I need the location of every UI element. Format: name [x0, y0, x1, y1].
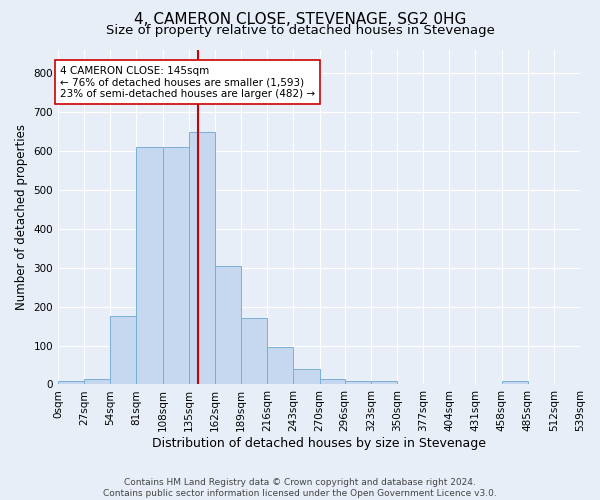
Bar [344, 380, 371, 384]
Bar [371, 382, 397, 384]
Bar [267, 346, 293, 385]
Text: 4, CAMERON CLOSE, STEVENAGE, SG2 0HG: 4, CAMERON CLOSE, STEVENAGE, SG2 0HG [134, 12, 466, 28]
Bar [215, 266, 241, 384]
Y-axis label: Number of detached properties: Number of detached properties [15, 124, 28, 310]
Bar [241, 318, 267, 384]
Bar [189, 132, 215, 384]
Bar [163, 147, 189, 384]
Bar [136, 147, 163, 384]
Text: 4 CAMERON CLOSE: 145sqm
← 76% of detached houses are smaller (1,593)
23% of semi: 4 CAMERON CLOSE: 145sqm ← 76% of detache… [60, 66, 315, 99]
Text: Size of property relative to detached houses in Stevenage: Size of property relative to detached ho… [106, 24, 494, 37]
Bar [293, 369, 320, 384]
X-axis label: Distribution of detached houses by size in Stevenage: Distribution of detached houses by size … [152, 437, 486, 450]
Bar [84, 380, 110, 384]
Bar [320, 378, 344, 384]
Bar [110, 316, 136, 384]
Text: Contains HM Land Registry data © Crown copyright and database right 2024.
Contai: Contains HM Land Registry data © Crown c… [103, 478, 497, 498]
Bar [502, 382, 528, 384]
Bar [58, 382, 84, 384]
